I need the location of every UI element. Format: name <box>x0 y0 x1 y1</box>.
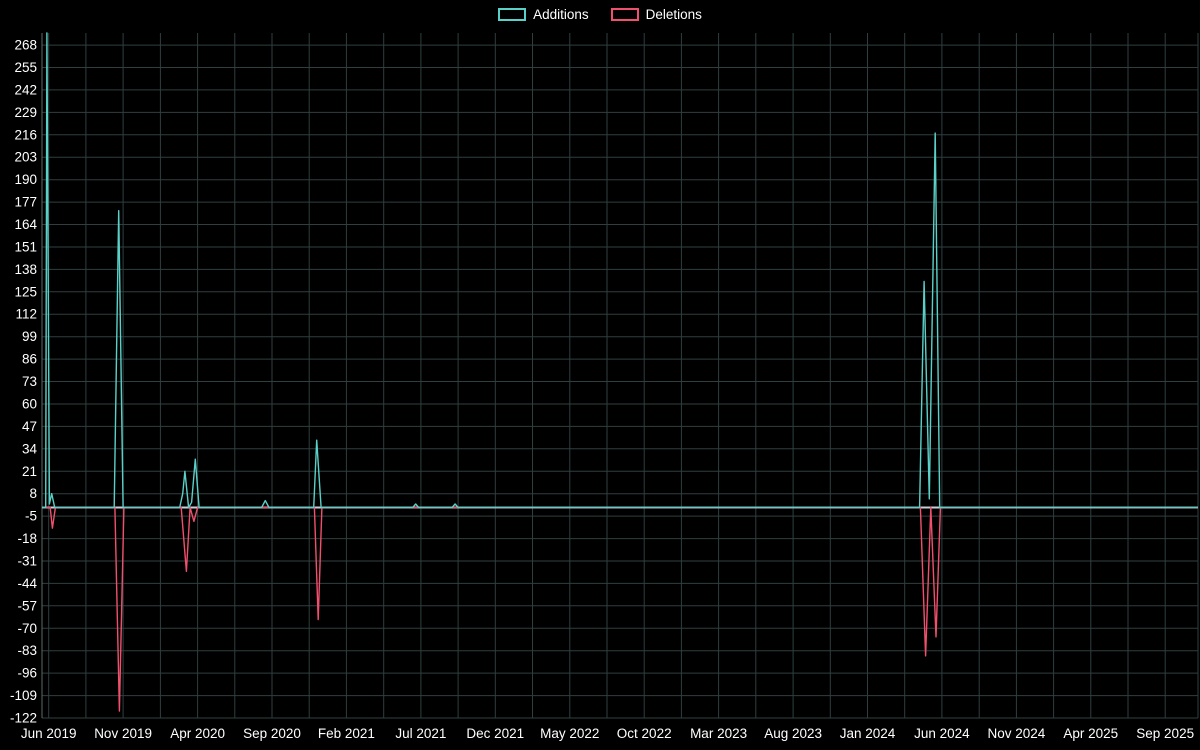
x-tick-label: Sep 2025 <box>1136 726 1194 741</box>
y-tick-label: 73 <box>22 374 37 389</box>
x-tick-label: Apr 2025 <box>1063 726 1118 741</box>
y-tick-label: 8 <box>29 486 37 501</box>
y-tick-label: 60 <box>22 397 37 412</box>
y-tick-label: 203 <box>14 150 37 165</box>
y-tick-label: 99 <box>22 329 37 344</box>
y-tick-label: -5 <box>25 509 37 524</box>
y-tick-label: 177 <box>14 195 37 210</box>
deletions-swatch-icon <box>610 8 639 22</box>
x-tick-label: Aug 2023 <box>764 726 822 741</box>
x-tick-label: Nov 2019 <box>94 726 152 741</box>
y-tick-label: -57 <box>17 598 37 613</box>
x-tick-label: Sep 2020 <box>243 726 301 741</box>
x-tick-label: Feb 2021 <box>318 726 375 741</box>
y-tick-label: 151 <box>14 240 37 255</box>
y-tick-label: 190 <box>14 172 37 187</box>
y-tick-label: 86 <box>22 352 37 367</box>
y-tick-label: -83 <box>17 643 37 658</box>
legend-item-additions[interactable]: Additions <box>498 8 589 22</box>
y-tick-label: 164 <box>14 217 37 232</box>
y-tick-label: -122 <box>10 711 37 726</box>
y-tick-label: 138 <box>14 262 37 277</box>
x-tick-label: Nov 2024 <box>988 726 1046 741</box>
x-tick-label: Apr 2020 <box>170 726 225 741</box>
legend-label-additions: Additions <box>533 7 589 22</box>
x-tick-label: Oct 2022 <box>617 726 672 741</box>
y-tick-label: -109 <box>10 688 37 703</box>
y-tick-label: -18 <box>17 531 37 546</box>
y-tick-label: 21 <box>22 464 37 479</box>
y-tick-label: 34 <box>22 441 38 456</box>
y-tick-label: -70 <box>17 621 37 636</box>
x-tick-label: May 2022 <box>540 726 599 741</box>
y-tick-label: -96 <box>17 666 37 681</box>
chart-legend: Additions Deletions <box>0 8 1200 22</box>
y-tick-label: 47 <box>22 419 37 434</box>
x-tick-label: Jun 2019 <box>21 726 77 741</box>
y-tick-label: 112 <box>15 307 37 322</box>
additions-line <box>42 32 1198 509</box>
legend-label-deletions: Deletions <box>645 7 702 22</box>
y-tick-label: 125 <box>14 284 37 299</box>
x-tick-label: Dec 2021 <box>466 726 524 741</box>
gridlines <box>42 33 1199 719</box>
y-tick-label: 255 <box>14 60 37 75</box>
y-tick-label: -31 <box>17 554 37 569</box>
x-tick-label: Jun 2024 <box>914 726 970 741</box>
legend-item-deletions[interactable]: Deletions <box>610 7 702 22</box>
y-tick-label: 216 <box>14 127 37 142</box>
y-tick-label: 242 <box>14 82 37 97</box>
y-tick-label: -44 <box>17 576 37 591</box>
y-tick-label: 229 <box>14 105 37 120</box>
y-tick-label: 268 <box>14 38 37 53</box>
additions-swatch-icon <box>498 8 527 22</box>
x-tick-label: Jan 2024 <box>840 726 896 741</box>
x-tick-label: Jul 2021 <box>395 726 446 741</box>
deletions-line <box>42 506 1198 712</box>
x-tick-label: Mar 2023 <box>690 726 747 741</box>
